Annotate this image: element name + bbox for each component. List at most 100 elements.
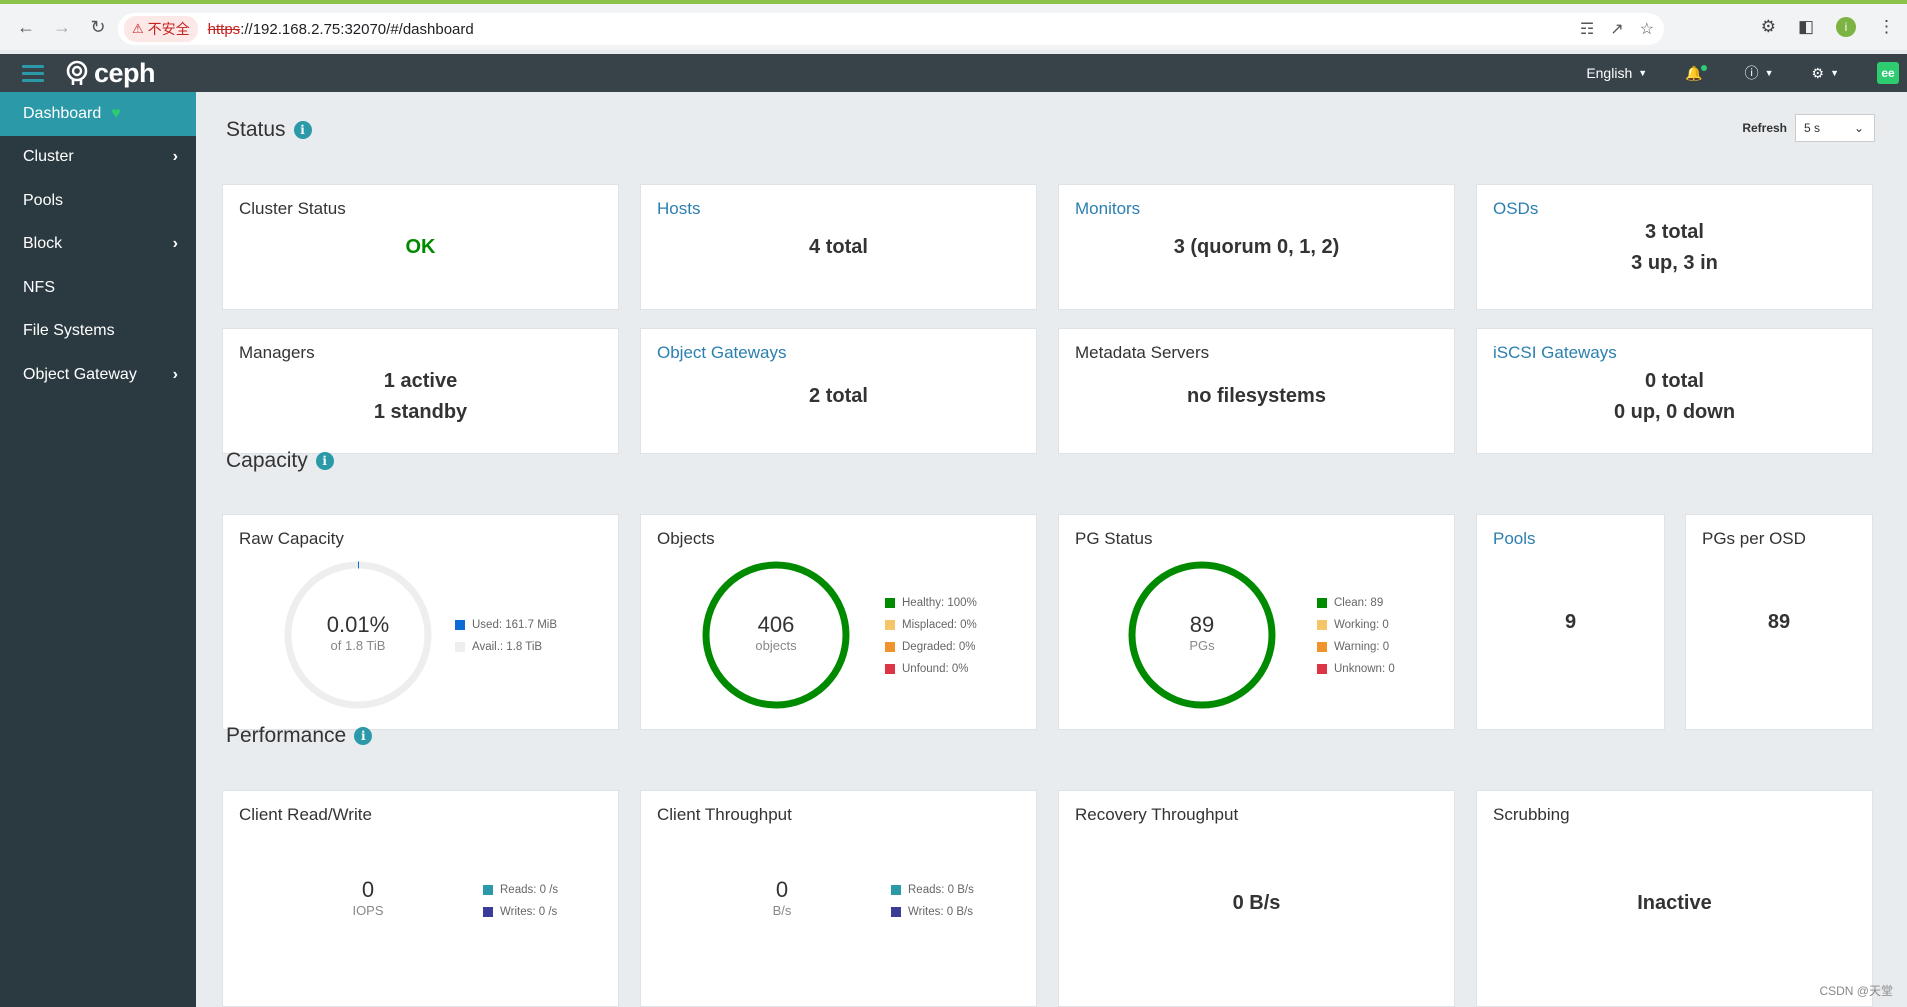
raw-capacity-legend: Used: 161.7 MiB Avail.: 1.8 TiB [455,614,557,658]
sidebar-item-dashboard[interactable]: Dashboard ♥ [0,92,196,136]
osds-card: OSDs 3 total 3 up, 3 in [1476,184,1873,310]
legend-item: Degraded: 0% [885,636,977,658]
browser-toolbar: ← → ↻ ⚠ 不安全 https ://192.168.2.75:32070/… [0,0,1907,50]
client-rw-legend: Reads: 0 /s Writes: 0 /s [483,879,558,923]
objects-donut [702,561,850,709]
objects-count: 406 [757,612,795,637]
client-throughput-card: Client Throughput 0 B/s Reads: 0 B/s Wri… [640,790,1037,1007]
info-icon[interactable]: i [293,121,312,139]
legend-item: Reads: 0 /s [483,879,558,901]
raw-capacity-total: of 1.8 TiB [330,638,386,653]
legend-item: Unknown: 0 [1317,658,1395,680]
app-header: ceph English ▼ 🔔 ⓘ ▼ ⚙ ▼ ee [0,54,1907,92]
url-scheme: https [207,20,241,38]
pools-link[interactable]: Pools [1493,529,1536,548]
cluster-status-card: Cluster Status OK [222,184,619,310]
browser-menu-icon[interactable]: ⋮ [1878,17,1895,36]
chevron-down-icon: ⌄ [1853,121,1864,135]
chevron-right-icon: › [172,365,178,383]
url-path: ://192.168.2.75:32070/#/dashboard [240,20,474,38]
legend-item: Used: 161.7 MiB [455,614,557,636]
notification-dot [1700,65,1707,71]
status-section-title: Status i [226,118,312,142]
legend-item: Unfound: 0% [885,658,977,680]
object-gateways-card: Object Gateways 2 total [640,328,1037,454]
legend-item: Warning: 0 [1317,636,1395,658]
notifications-button[interactable]: 🔔 [1685,64,1707,82]
pg-status-card: PG Status 89 PGs Clean: 89 Working: 0 Wa… [1058,514,1455,730]
refresh-interval-select[interactable]: 5 s ⌄ [1795,114,1875,142]
help-icon: ⓘ [1744,65,1759,81]
pg-count: 89 [1189,612,1215,637]
extensions-icon[interactable]: ⚙ [1760,17,1776,36]
ceph-logo-icon [66,60,88,85]
iscsi-gateways-link[interactable]: iSCSI Gateways [1493,343,1617,362]
legend-item: Misplaced: 0% [885,614,977,636]
sidebar-item-file-systems[interactable]: File Systems [23,322,115,340]
info-icon[interactable]: i [354,727,373,745]
info-icon[interactable]: i [315,452,334,470]
caret-down-icon: ▼ [1764,68,1774,78]
settings-menu[interactable]: ⚙ ▼ [1812,65,1839,82]
sidebar-item-block[interactable]: Block › [23,235,178,253]
warning-icon: ⚠ [132,21,144,36]
monitors-link[interactable]: Monitors [1075,199,1141,218]
legend-item: Writes: 0 /s [483,901,558,923]
pgs-per-osd-card: PGs per OSD 89 [1685,514,1873,730]
raw-capacity-donut [284,561,432,709]
sidebar-item-cluster[interactable]: Cluster › [23,148,178,166]
pg-status-legend: Clean: 89 Working: 0 Warning: 0 Unknown:… [1317,592,1395,680]
scrubbing-card: Scrubbing Inactive [1476,790,1873,1007]
legend-item: Writes: 0 B/s [891,901,974,923]
monitors-card: Monitors 3 (quorum 0, 1, 2) [1058,184,1455,310]
chevron-right-icon: › [172,235,178,253]
legend-item: Reads: 0 B/s [891,879,974,901]
raw-capacity-card: Raw Capacity 0.01% of 1.8 TiB Used: 161.… [222,514,619,730]
caret-down-icon: ▼ [1638,68,1648,78]
object-gateways-link[interactable]: Object Gateways [657,343,787,362]
insecure-badge[interactable]: ⚠ 不安全 [124,16,198,42]
osds-link[interactable]: OSDs [1493,199,1539,218]
objects-card: Objects 406 objects Healthy: 100% Mispla… [640,514,1037,730]
share-icon[interactable]: ↗ [1610,21,1624,38]
legend-item: Working: 0 [1317,614,1395,636]
client-throughput-legend: Reads: 0 B/s Writes: 0 B/s [891,879,974,923]
client-read-write-card: Client Read/Write 0 IOPS Reads: 0 /s Wri… [222,790,619,1007]
bell-icon: 🔔 [1685,64,1703,81]
hosts-link[interactable]: Hosts [657,199,701,218]
pg-status-donut [1128,561,1276,709]
cluster-status-value: OK [405,236,436,258]
sidebar-item-pools[interactable]: Pools [23,191,64,209]
watermark: CSDN @天堂 [1819,984,1893,998]
sidebar-item-nfs[interactable]: NFS [23,278,55,296]
translate-icon[interactable]: ☶ [1579,21,1595,38]
caret-down-icon: ▼ [1830,68,1839,78]
hosts-card: Hosts 4 total [640,184,1037,310]
gear-icon: ⚙ [1811,64,1825,81]
help-menu[interactable]: ⓘ ▼ [1745,63,1774,83]
chevron-right-icon: › [172,148,178,166]
extension-icon[interactable]: ee [1877,62,1899,84]
back-icon[interactable]: ← [17,16,35,37]
iops-value: 0 [361,877,375,902]
sidebar-item-object-gateway[interactable]: Object Gateway › [23,365,178,383]
refresh-control: Refresh 5 s ⌄ [1742,114,1875,142]
address-bar[interactable]: ⚠ 不安全 https ://192.168.2.75:32070/#/dash… [118,13,1664,45]
profile-avatar[interactable]: i [1836,17,1856,37]
legend-item: Healthy: 100% [885,592,977,614]
raw-capacity-percent: 0.01% [326,612,390,637]
managers-card: Managers 1 active 1 standby [222,328,619,454]
language-selector[interactable]: English ▼ [1586,65,1648,81]
side-panel-icon[interactable]: ◧ [1797,17,1814,36]
sidebar: Dashboard ♥ Cluster › Pools Block › NFS … [0,92,196,1007]
objects-legend: Healthy: 100% Misplaced: 0% Degraded: 0%… [885,592,977,680]
hamburger-menu-icon[interactable] [22,64,44,82]
throughput-value: 0 [775,877,789,902]
metadata-servers-card: Metadata Servers no filesystems [1058,328,1455,454]
legend-item: Clean: 89 [1317,592,1395,614]
forward-icon[interactable]: → [53,16,71,37]
bookmark-star-icon[interactable]: ☆ [1639,21,1654,38]
heart-icon: ♥ [111,104,121,122]
reload-icon[interactable]: ↻ [90,16,106,37]
ceph-logo[interactable]: ceph [64,58,156,89]
